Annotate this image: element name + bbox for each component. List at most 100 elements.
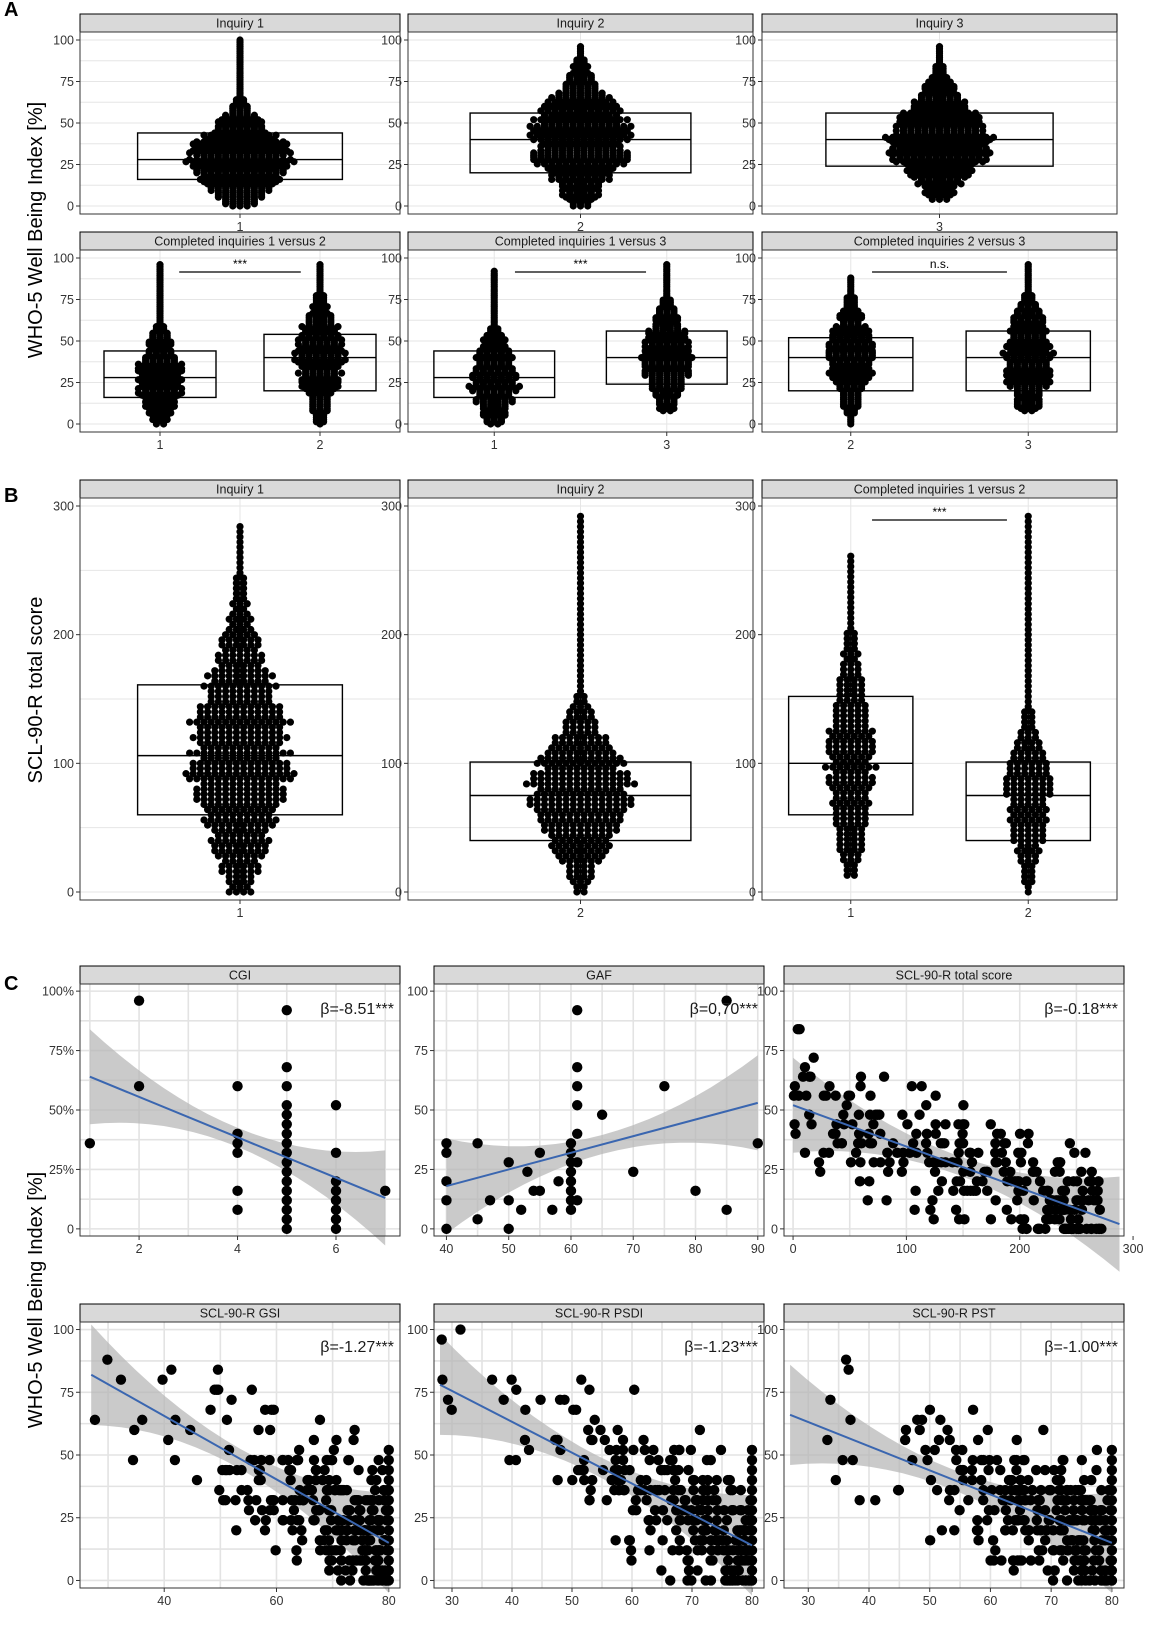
regression-line (89, 1075, 386, 1199)
data-point (1031, 795, 1040, 803)
data-point (247, 759, 255, 767)
data-point (847, 701, 855, 710)
data-point (281, 1157, 292, 1168)
data-point (1028, 867, 1036, 876)
data-point (236, 36, 244, 44)
data-point (250, 682, 258, 690)
data-point (1035, 744, 1043, 752)
data-point (330, 1185, 342, 1197)
data-point (330, 1204, 342, 1216)
data-point (1010, 775, 1018, 783)
data-point (1031, 852, 1040, 860)
data-point (591, 852, 599, 860)
data-point (573, 697, 581, 706)
data-point (1031, 754, 1040, 762)
data-point (843, 753, 851, 761)
data-point (258, 800, 266, 809)
data-point (526, 795, 534, 803)
data-point (825, 779, 833, 787)
data-point (272, 744, 280, 752)
data-point (548, 826, 556, 834)
data-point (566, 867, 574, 876)
data-point (940, 1119, 951, 1130)
data-point (576, 677, 585, 685)
data-point (602, 739, 610, 747)
data-point (566, 754, 574, 762)
data-point (243, 687, 251, 695)
data-point (281, 1109, 292, 1120)
data-point (836, 691, 844, 699)
data-point (272, 749, 280, 757)
data-point (836, 830, 844, 838)
data-point (281, 1204, 292, 1216)
data-point (836, 784, 844, 792)
data-point (1024, 574, 1032, 582)
data-point (254, 723, 262, 731)
data-point (225, 703, 233, 711)
data-point (229, 656, 237, 665)
data-point (1010, 785, 1018, 793)
data-point (1017, 842, 1025, 850)
data-point (247, 739, 255, 747)
data-point (200, 754, 208, 762)
data-point (247, 734, 255, 742)
data-point (854, 773, 862, 782)
data-point (602, 847, 610, 855)
data-point (971, 109, 980, 117)
data-point (591, 728, 599, 737)
panel-border (407, 497, 754, 901)
data-point (240, 677, 248, 685)
data-point (825, 743, 833, 751)
data-point (250, 836, 258, 845)
data-point (1024, 625, 1032, 634)
data-point (240, 605, 248, 613)
data-point (247, 667, 255, 675)
data-point (594, 770, 603, 778)
data-point (196, 723, 204, 731)
data-point (1028, 872, 1036, 881)
data-point (580, 785, 588, 793)
data-point (268, 708, 276, 716)
data-point (258, 785, 266, 793)
data-point (291, 356, 299, 364)
data-point (850, 840, 858, 848)
data-point (178, 360, 186, 368)
x-tick-label: 3 (1025, 438, 1032, 452)
y-tick-label: 50 (388, 335, 402, 349)
data-point (623, 116, 631, 124)
data-point (544, 811, 552, 819)
data-point (200, 790, 208, 798)
data-point (200, 775, 208, 783)
data-point (225, 625, 233, 634)
data-point (214, 795, 222, 803)
data-point (576, 522, 585, 531)
data-point (832, 722, 840, 730)
facet-title: SCL-90-R total score (896, 969, 1013, 983)
data-point (261, 770, 269, 778)
data-point (623, 780, 631, 788)
data-point (566, 708, 574, 716)
data-point (857, 825, 866, 833)
data-point (258, 836, 266, 845)
data-point (548, 800, 556, 809)
data-point (232, 862, 240, 870)
data-point (616, 780, 624, 788)
data-point (576, 718, 585, 726)
data-point (576, 800, 585, 809)
data-point (1039, 836, 1047, 845)
data-point (243, 610, 251, 618)
data-point (1024, 661, 1032, 670)
data-point (1024, 512, 1032, 520)
data-point (843, 696, 851, 704)
data-point (580, 713, 588, 721)
data-point (598, 759, 606, 767)
data-point (1024, 651, 1032, 659)
data-point (279, 749, 287, 757)
data-point (1024, 667, 1032, 675)
data-point (569, 703, 577, 711)
data-point (605, 759, 613, 767)
panel-border (761, 31, 1118, 215)
data-point (1094, 1204, 1106, 1216)
data-point (84, 1138, 96, 1149)
